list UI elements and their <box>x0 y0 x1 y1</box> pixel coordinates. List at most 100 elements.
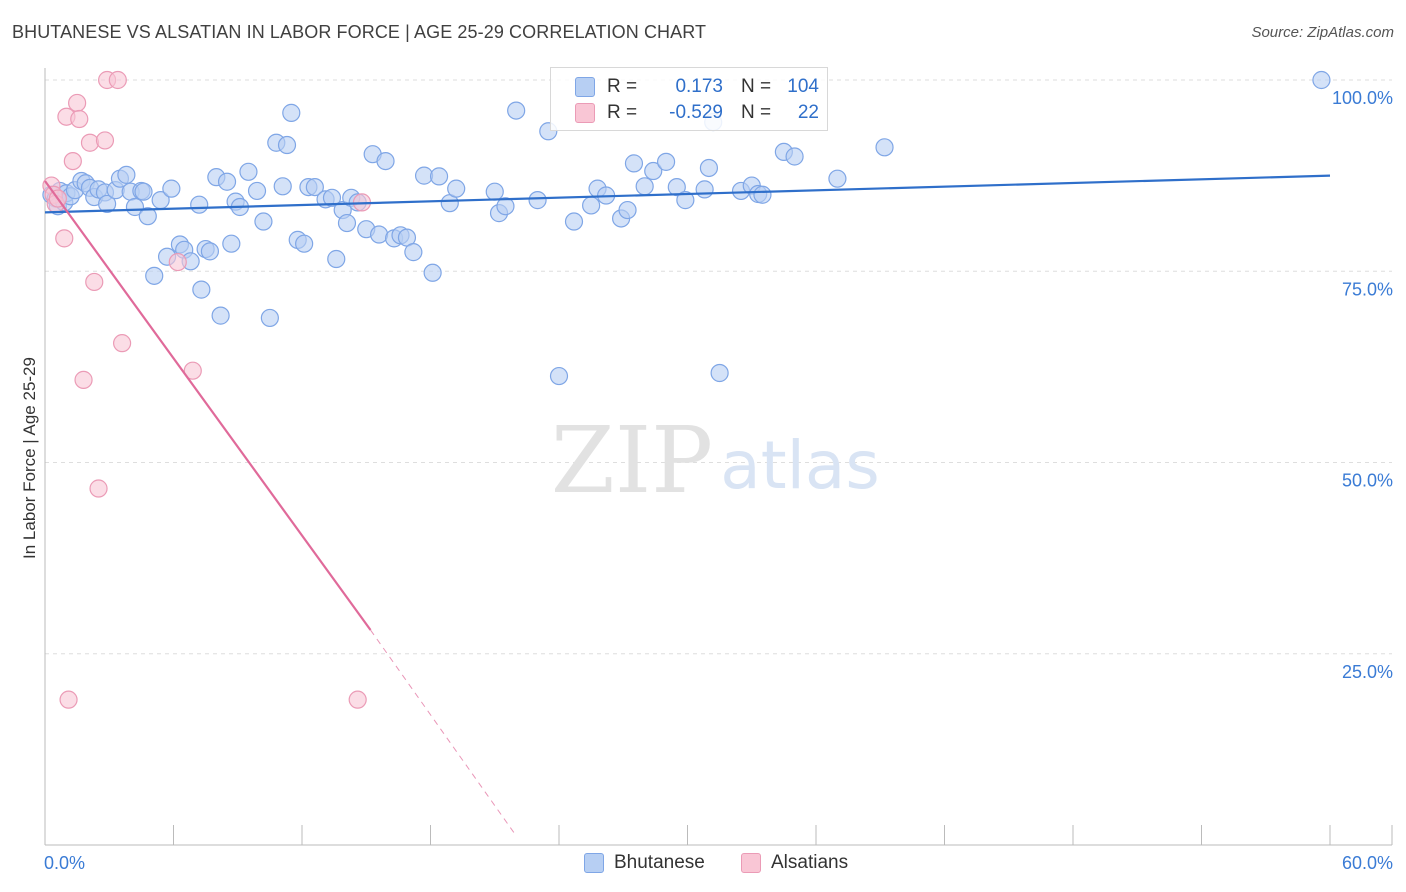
data-point-bhutanese <box>404 243 423 262</box>
data-point-bhutanese <box>828 169 847 188</box>
data-point-alsatians <box>74 370 93 389</box>
watermark-zip: ZIP <box>551 407 713 514</box>
r-value-bhutanese: 0.173 <box>675 76 723 97</box>
watermark-atlas: atlas <box>720 427 880 504</box>
data-point-bhutanese <box>239 162 258 181</box>
data-point-alsatians <box>348 690 367 709</box>
watermark: ZIP atlas <box>551 407 880 514</box>
bhutanese-points <box>42 70 1331 386</box>
chart-title: BHUTANESE VS ALSATIAN IN LABOR FORCE | A… <box>12 22 707 42</box>
y-tick-label: 25.0% <box>1342 662 1393 682</box>
data-point-bhutanese <box>423 263 442 282</box>
data-point-bhutanese <box>145 266 164 285</box>
data-point-bhutanese <box>211 306 230 325</box>
data-point-bhutanese <box>337 213 357 233</box>
data-point-bhutanese <box>699 158 719 178</box>
alsatians-swatch <box>575 103 595 123</box>
x-tick-label: 0.0% <box>44 853 85 873</box>
alsatian-points <box>42 70 372 709</box>
data-point-bhutanese <box>273 177 292 196</box>
data-point-alsatians <box>59 690 78 709</box>
data-point-alsatians <box>89 479 108 498</box>
chart-legend: Bhutanese Alsatians <box>0 852 1406 878</box>
y-tick-label: 100.0% <box>1332 88 1393 108</box>
data-point-bhutanese <box>1312 70 1331 90</box>
data-point-bhutanese <box>138 207 157 226</box>
axes <box>44 68 1393 846</box>
trend-line-bhutanese <box>44 174 1331 214</box>
legend-swatch-alsatians <box>741 853 761 873</box>
n-value-bhutanese: 104 <box>787 76 819 97</box>
n-label: N = <box>741 76 772 97</box>
data-point-bhutanese <box>710 363 729 383</box>
legend-item-alsatians[interactable]: Alsatians <box>741 852 848 874</box>
data-point-bhutanese <box>190 195 209 214</box>
data-point-bhutanese <box>676 191 695 210</box>
data-point-bhutanese <box>429 167 449 186</box>
legend-label-bhutanese: Bhutanese <box>614 852 705 873</box>
stats-row-alsatians: R = -0.529 N = 22 <box>575 100 819 126</box>
data-point-bhutanese <box>247 181 267 201</box>
data-point-bhutanese <box>447 179 466 198</box>
data-point-bhutanese <box>785 147 804 166</box>
data-point-alsatians <box>168 252 187 272</box>
data-point-bhutanese <box>695 180 714 199</box>
data-point-alsatians <box>108 70 127 90</box>
data-point-bhutanese <box>376 151 395 171</box>
data-point-bhutanese <box>528 191 547 210</box>
legend-swatch-bhutanese <box>584 853 604 873</box>
data-point-bhutanese <box>618 200 637 220</box>
data-point-bhutanese <box>496 197 515 216</box>
data-point-bhutanese <box>125 197 145 217</box>
data-point-bhutanese <box>656 152 676 171</box>
data-point-bhutanese <box>322 188 342 207</box>
n-label: N = <box>741 102 772 123</box>
data-point-bhutanese <box>370 225 389 244</box>
x-tick-label: 60.0% <box>1342 853 1393 873</box>
source-label: Source: ZipAtlas.com <box>1251 24 1394 41</box>
trend-lines <box>44 174 1331 837</box>
data-point-bhutanese <box>117 165 136 184</box>
trend-line-alsatians <box>44 180 372 631</box>
data-point-bhutanese <box>134 182 153 201</box>
data-point-bhutanese <box>667 178 686 197</box>
stats-row-bhutanese: R = 0.173 N = 104 <box>575 74 819 100</box>
data-point-bhutanese <box>753 185 772 204</box>
data-point-bhutanese <box>217 172 237 191</box>
data-point-alsatians <box>85 272 104 292</box>
data-point-alsatians <box>80 133 100 152</box>
stats-box: R = 0.173 N = 104 R = -0.529 N = 22 <box>550 67 828 131</box>
legend-label-alsatians: Alsatians <box>771 852 849 873</box>
data-point-bhutanese <box>327 249 346 269</box>
r-value-alsatians: -0.529 <box>669 102 723 123</box>
data-point-bhutanese <box>485 182 504 201</box>
data-point-bhutanese <box>222 234 241 253</box>
data-point-alsatians <box>95 131 115 150</box>
data-point-bhutanese <box>98 194 117 214</box>
r-label: R = <box>607 102 638 123</box>
y-tick-label: 75.0% <box>1342 279 1393 299</box>
n-value-alsatians: 22 <box>797 102 819 123</box>
data-point-bhutanese <box>549 366 569 386</box>
trend-line-alsatians-extension <box>370 629 517 837</box>
data-point-bhutanese <box>192 280 211 299</box>
data-point-bhutanese <box>507 101 526 120</box>
data-point-bhutanese <box>200 242 220 261</box>
data-point-bhutanese <box>260 308 279 328</box>
legend-item-bhutanese[interactable]: Bhutanese <box>584 852 705 874</box>
y-tick-label: 50.0% <box>1342 471 1393 491</box>
data-point-bhutanese <box>582 196 601 215</box>
data-point-alsatians <box>183 361 202 380</box>
data-point-bhutanese <box>277 135 297 155</box>
tick-labels: 25.0% 50.0% 75.0% 100.0% 0.0% 60.0% <box>44 88 1393 873</box>
data-point-bhutanese <box>305 178 324 197</box>
data-point-bhutanese <box>624 154 644 173</box>
y-axis-label: In Labor Force | Age 25-29 <box>20 357 39 559</box>
data-point-bhutanese <box>875 138 894 157</box>
data-point-alsatians <box>70 109 89 129</box>
data-point-alsatians <box>68 93 87 113</box>
data-point-alsatians <box>55 229 74 248</box>
data-point-bhutanese <box>564 212 584 231</box>
data-point-alsatians <box>112 334 132 353</box>
